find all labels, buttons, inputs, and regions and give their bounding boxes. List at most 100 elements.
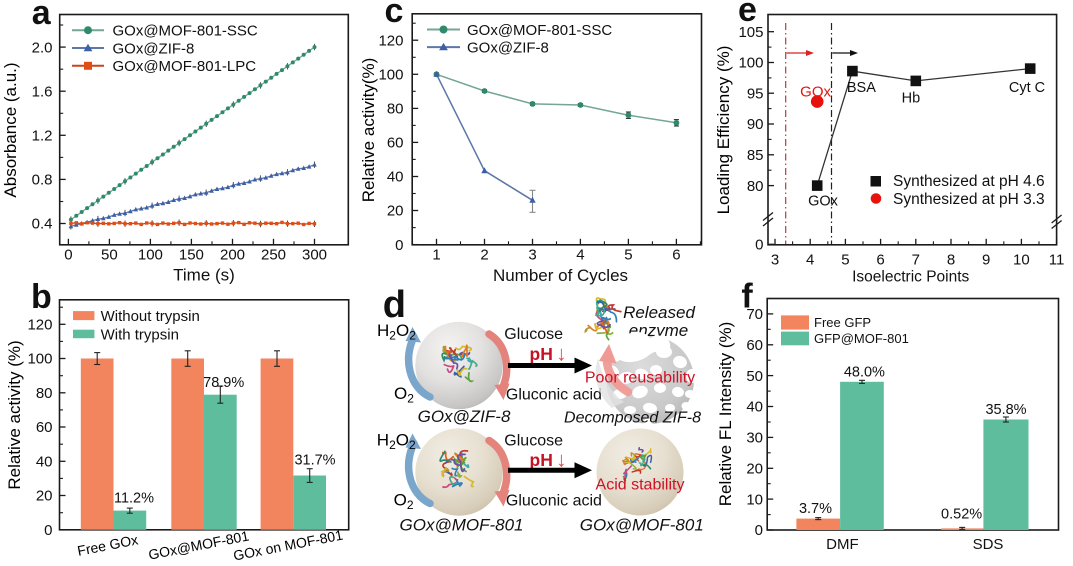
svg-text:70: 70 [746, 306, 763, 323]
svg-text:6: 6 [876, 251, 884, 268]
svg-text:↓: ↓ [556, 343, 567, 366]
svg-text:Number of Cycles: Number of Cycles [493, 266, 628, 285]
svg-text:Glucose: Glucose [504, 326, 563, 343]
svg-text:b: b [31, 278, 52, 316]
svg-text:GOx@MOF-801: GOx@MOF-801 [400, 516, 524, 535]
svg-text:pH: pH [530, 450, 553, 470]
svg-text:20: 20 [387, 203, 404, 220]
svg-text:4: 4 [576, 247, 584, 264]
svg-text:Poor reusability: Poor reusability [585, 369, 695, 386]
svg-text:Gluconic acid: Gluconic acid [506, 493, 602, 510]
svg-text:60: 60 [36, 419, 53, 436]
svg-text:60: 60 [746, 337, 763, 354]
svg-text:Cyt C: Cyt C [1009, 80, 1045, 96]
svg-text:50: 50 [101, 247, 118, 264]
svg-text:Synthesized at pH 3.3: Synthesized at pH 3.3 [893, 191, 1045, 208]
svg-text:pH: pH [530, 344, 553, 364]
svg-text:DMF: DMF [826, 536, 859, 553]
svg-text:1.6: 1.6 [32, 83, 53, 100]
svg-text:78.9%: 78.9% [203, 375, 244, 391]
svg-text:d: d [383, 284, 406, 326]
svg-text:1.2: 1.2 [32, 128, 53, 145]
svg-text:Glucose: Glucose [504, 433, 563, 450]
svg-text:GOx: GOx [800, 83, 831, 100]
svg-text:Isoelectric Points: Isoelectric Points [852, 269, 969, 286]
svg-text:GOx@ZIF-8: GOx@ZIF-8 [418, 407, 511, 426]
svg-text:4: 4 [806, 251, 814, 268]
svg-text:100: 100 [27, 351, 52, 368]
svg-text:20: 20 [746, 461, 763, 478]
svg-text:GFP@MOF-801: GFP@MOF-801 [814, 331, 909, 346]
svg-text:GOx@ZIF-8: GOx@ZIF-8 [113, 40, 195, 57]
svg-text:3: 3 [528, 247, 536, 264]
svg-text:BSA: BSA [847, 80, 876, 96]
svg-text:8: 8 [947, 251, 955, 268]
svg-text:40: 40 [36, 454, 53, 471]
svg-text:10: 10 [1013, 251, 1030, 268]
svg-text:200: 200 [220, 247, 245, 264]
svg-text:Free GFP: Free GFP [814, 315, 871, 330]
svg-text:48.0%: 48.0% [844, 365, 885, 381]
svg-text:80: 80 [747, 178, 764, 195]
svg-text:GOx@MOF-801: GOx@MOF-801 [580, 516, 704, 535]
svg-text:Hb: Hb [902, 91, 921, 107]
svg-text:3.7%: 3.7% [799, 501, 832, 517]
svg-text:SDS: SDS [973, 536, 1004, 553]
svg-text:GOx@MOF-801-SSC: GOx@MOF-801-SSC [467, 22, 612, 39]
svg-text:9: 9 [982, 251, 990, 268]
svg-text:2.0: 2.0 [32, 39, 53, 56]
svg-text:30: 30 [746, 430, 763, 447]
svg-text:40: 40 [746, 399, 763, 416]
svg-text:Time (s): Time (s) [173, 266, 235, 285]
svg-text:0: 0 [395, 237, 403, 254]
svg-text:20: 20 [36, 488, 53, 505]
svg-text:0: 0 [64, 247, 72, 264]
svg-text:5: 5 [624, 247, 632, 264]
svg-text:100: 100 [378, 67, 403, 84]
svg-text:300: 300 [302, 247, 327, 264]
svg-text:Without trypsin: Without trypsin [101, 308, 200, 325]
svg-text:60: 60 [387, 135, 404, 152]
svg-text:0: 0 [755, 237, 763, 254]
svg-text:Absorbance (a.u.): Absorbance (a.u.) [1, 62, 20, 197]
svg-text:Acid stability: Acid stability [596, 477, 685, 494]
svg-text:e: e [738, 0, 757, 29]
svg-text:H2O2: H2O2 [377, 431, 416, 453]
svg-text:0: 0 [755, 522, 763, 539]
svg-text:120: 120 [27, 317, 52, 334]
svg-text:100: 100 [138, 247, 163, 264]
svg-text:3: 3 [771, 251, 779, 268]
svg-text:Loading Efficiency (%): Loading Efficiency (%) [714, 46, 733, 215]
svg-text:150: 150 [179, 247, 204, 264]
svg-text:80: 80 [387, 101, 404, 118]
svg-text:100: 100 [738, 55, 763, 72]
svg-text:a: a [32, 0, 52, 32]
svg-text:Relative activity(%): Relative activity(%) [359, 58, 378, 203]
svg-text:Relative activity (%): Relative activity (%) [5, 340, 24, 489]
svg-text:GOx: GOx [808, 194, 839, 210]
svg-text:7: 7 [912, 251, 920, 268]
svg-text:1: 1 [432, 247, 440, 264]
svg-text:With trypsin: With trypsin [101, 326, 179, 343]
svg-text:GOx@ZIF-8: GOx@ZIF-8 [467, 39, 549, 56]
svg-text:90: 90 [747, 116, 764, 133]
svg-text:0.52%: 0.52% [941, 507, 982, 523]
svg-text:0.8: 0.8 [32, 172, 53, 189]
svg-text:↓: ↓ [556, 449, 567, 472]
svg-text:2: 2 [480, 247, 488, 264]
svg-text:105: 105 [738, 24, 763, 41]
svg-text:80: 80 [36, 385, 53, 402]
svg-text:250: 250 [261, 247, 286, 264]
svg-text:0.4: 0.4 [32, 216, 53, 233]
svg-text:Decomposed ZIF-8: Decomposed ZIF-8 [564, 410, 701, 427]
svg-text:GOx@MOF-801-SSC: GOx@MOF-801-SSC [113, 23, 258, 40]
svg-text:35.8%: 35.8% [985, 402, 1026, 418]
svg-text:Gluconic acid: Gluconic acid [506, 387, 602, 404]
svg-text:0: 0 [44, 522, 52, 539]
svg-text:H2O2: H2O2 [377, 321, 416, 343]
svg-text:40: 40 [387, 169, 404, 186]
svg-text:11.2%: 11.2% [114, 491, 154, 507]
svg-text:Released: Released [623, 303, 695, 322]
svg-text:50: 50 [746, 368, 763, 385]
svg-text:Synthesized at pH 4.6: Synthesized at pH 4.6 [893, 173, 1045, 190]
